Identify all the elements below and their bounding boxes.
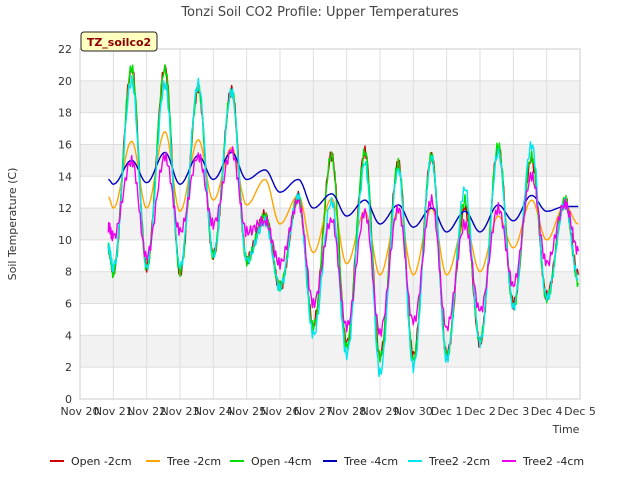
x-tick-label: Nov 25 bbox=[227, 405, 266, 418]
y-tick-label: 10 bbox=[58, 234, 72, 247]
x-tick-label: Dec 3 bbox=[497, 405, 529, 418]
x-axis-title: Time bbox=[552, 423, 580, 436]
x-tick-label: Nov 27 bbox=[294, 405, 333, 418]
legend-label: Tree2 -2cm bbox=[428, 455, 490, 468]
y-tick-label: 12 bbox=[58, 202, 72, 215]
plot-band bbox=[80, 271, 580, 304]
x-tick-label: Dec 5 bbox=[564, 405, 596, 418]
y-tick-label: 22 bbox=[58, 43, 72, 56]
legend-label: Open -2cm bbox=[71, 455, 132, 468]
plot-band bbox=[80, 80, 580, 113]
series-line-tree2 bbox=[108, 131, 579, 276]
x-tick-label: Nov 21 bbox=[94, 405, 133, 418]
legend-label: Tree -4cm bbox=[343, 455, 398, 468]
legend: Open -2cm Tree -2cm Open -4cm Tree -4cm Tree… bbox=[50, 455, 584, 468]
series-line-t2_4 bbox=[107, 146, 579, 337]
site-badge-label: TZ_soilco2 bbox=[87, 36, 151, 49]
chart-title: Tonzi Soil CO2 Profile: Upper Temperatur… bbox=[180, 5, 459, 20]
y-tick-label: 8 bbox=[65, 266, 72, 279]
y-tick-label: 14 bbox=[58, 170, 72, 183]
x-tick-label: Nov 23 bbox=[161, 405, 200, 418]
x-tick-label: Dec 1 bbox=[431, 405, 463, 418]
series-lines bbox=[107, 64, 579, 378]
plot-band bbox=[80, 335, 580, 368]
series-line-open4 bbox=[107, 64, 579, 363]
x-tick-label: Nov 22 bbox=[127, 405, 166, 418]
x-tick-label: Nov 20 bbox=[61, 405, 100, 418]
x-tick-label: Nov 28 bbox=[327, 405, 366, 418]
legend-label: Tree2 -4cm bbox=[522, 455, 584, 468]
grid-lines bbox=[79, 48, 581, 400]
legend-label: Open -4cm bbox=[251, 455, 312, 468]
site-badge: TZ_soilco2 bbox=[80, 31, 158, 52]
series-line-tree4 bbox=[108, 151, 579, 233]
y-tick-label: 18 bbox=[58, 107, 72, 120]
y-tick-label: 4 bbox=[65, 329, 72, 342]
x-tick-label: Nov 30 bbox=[394, 405, 433, 418]
x-tick-label: Nov 29 bbox=[361, 405, 400, 418]
x-tick-label: Nov 24 bbox=[194, 405, 233, 418]
y-tick-label: 20 bbox=[58, 75, 72, 88]
x-tick-label: Nov 26 bbox=[261, 405, 300, 418]
legend-label: Tree -2cm bbox=[166, 455, 221, 468]
y-tick-label: 2 bbox=[65, 361, 72, 374]
y-axis-title: Soil Temperature (C) bbox=[6, 168, 19, 281]
plot-frame bbox=[79, 48, 581, 400]
y-tick-label: 0 bbox=[65, 393, 72, 406]
y-tick-labels: 0 2 4 6 8 10 12 14 16 18 20 22 bbox=[58, 43, 72, 406]
x-tick-label: Dec 2 bbox=[464, 405, 496, 418]
y-tick-label: 16 bbox=[58, 138, 72, 151]
x-tick-label: Dec 4 bbox=[531, 405, 563, 418]
y-tick-label: 6 bbox=[65, 298, 72, 311]
site-badge-box bbox=[80, 31, 158, 52]
